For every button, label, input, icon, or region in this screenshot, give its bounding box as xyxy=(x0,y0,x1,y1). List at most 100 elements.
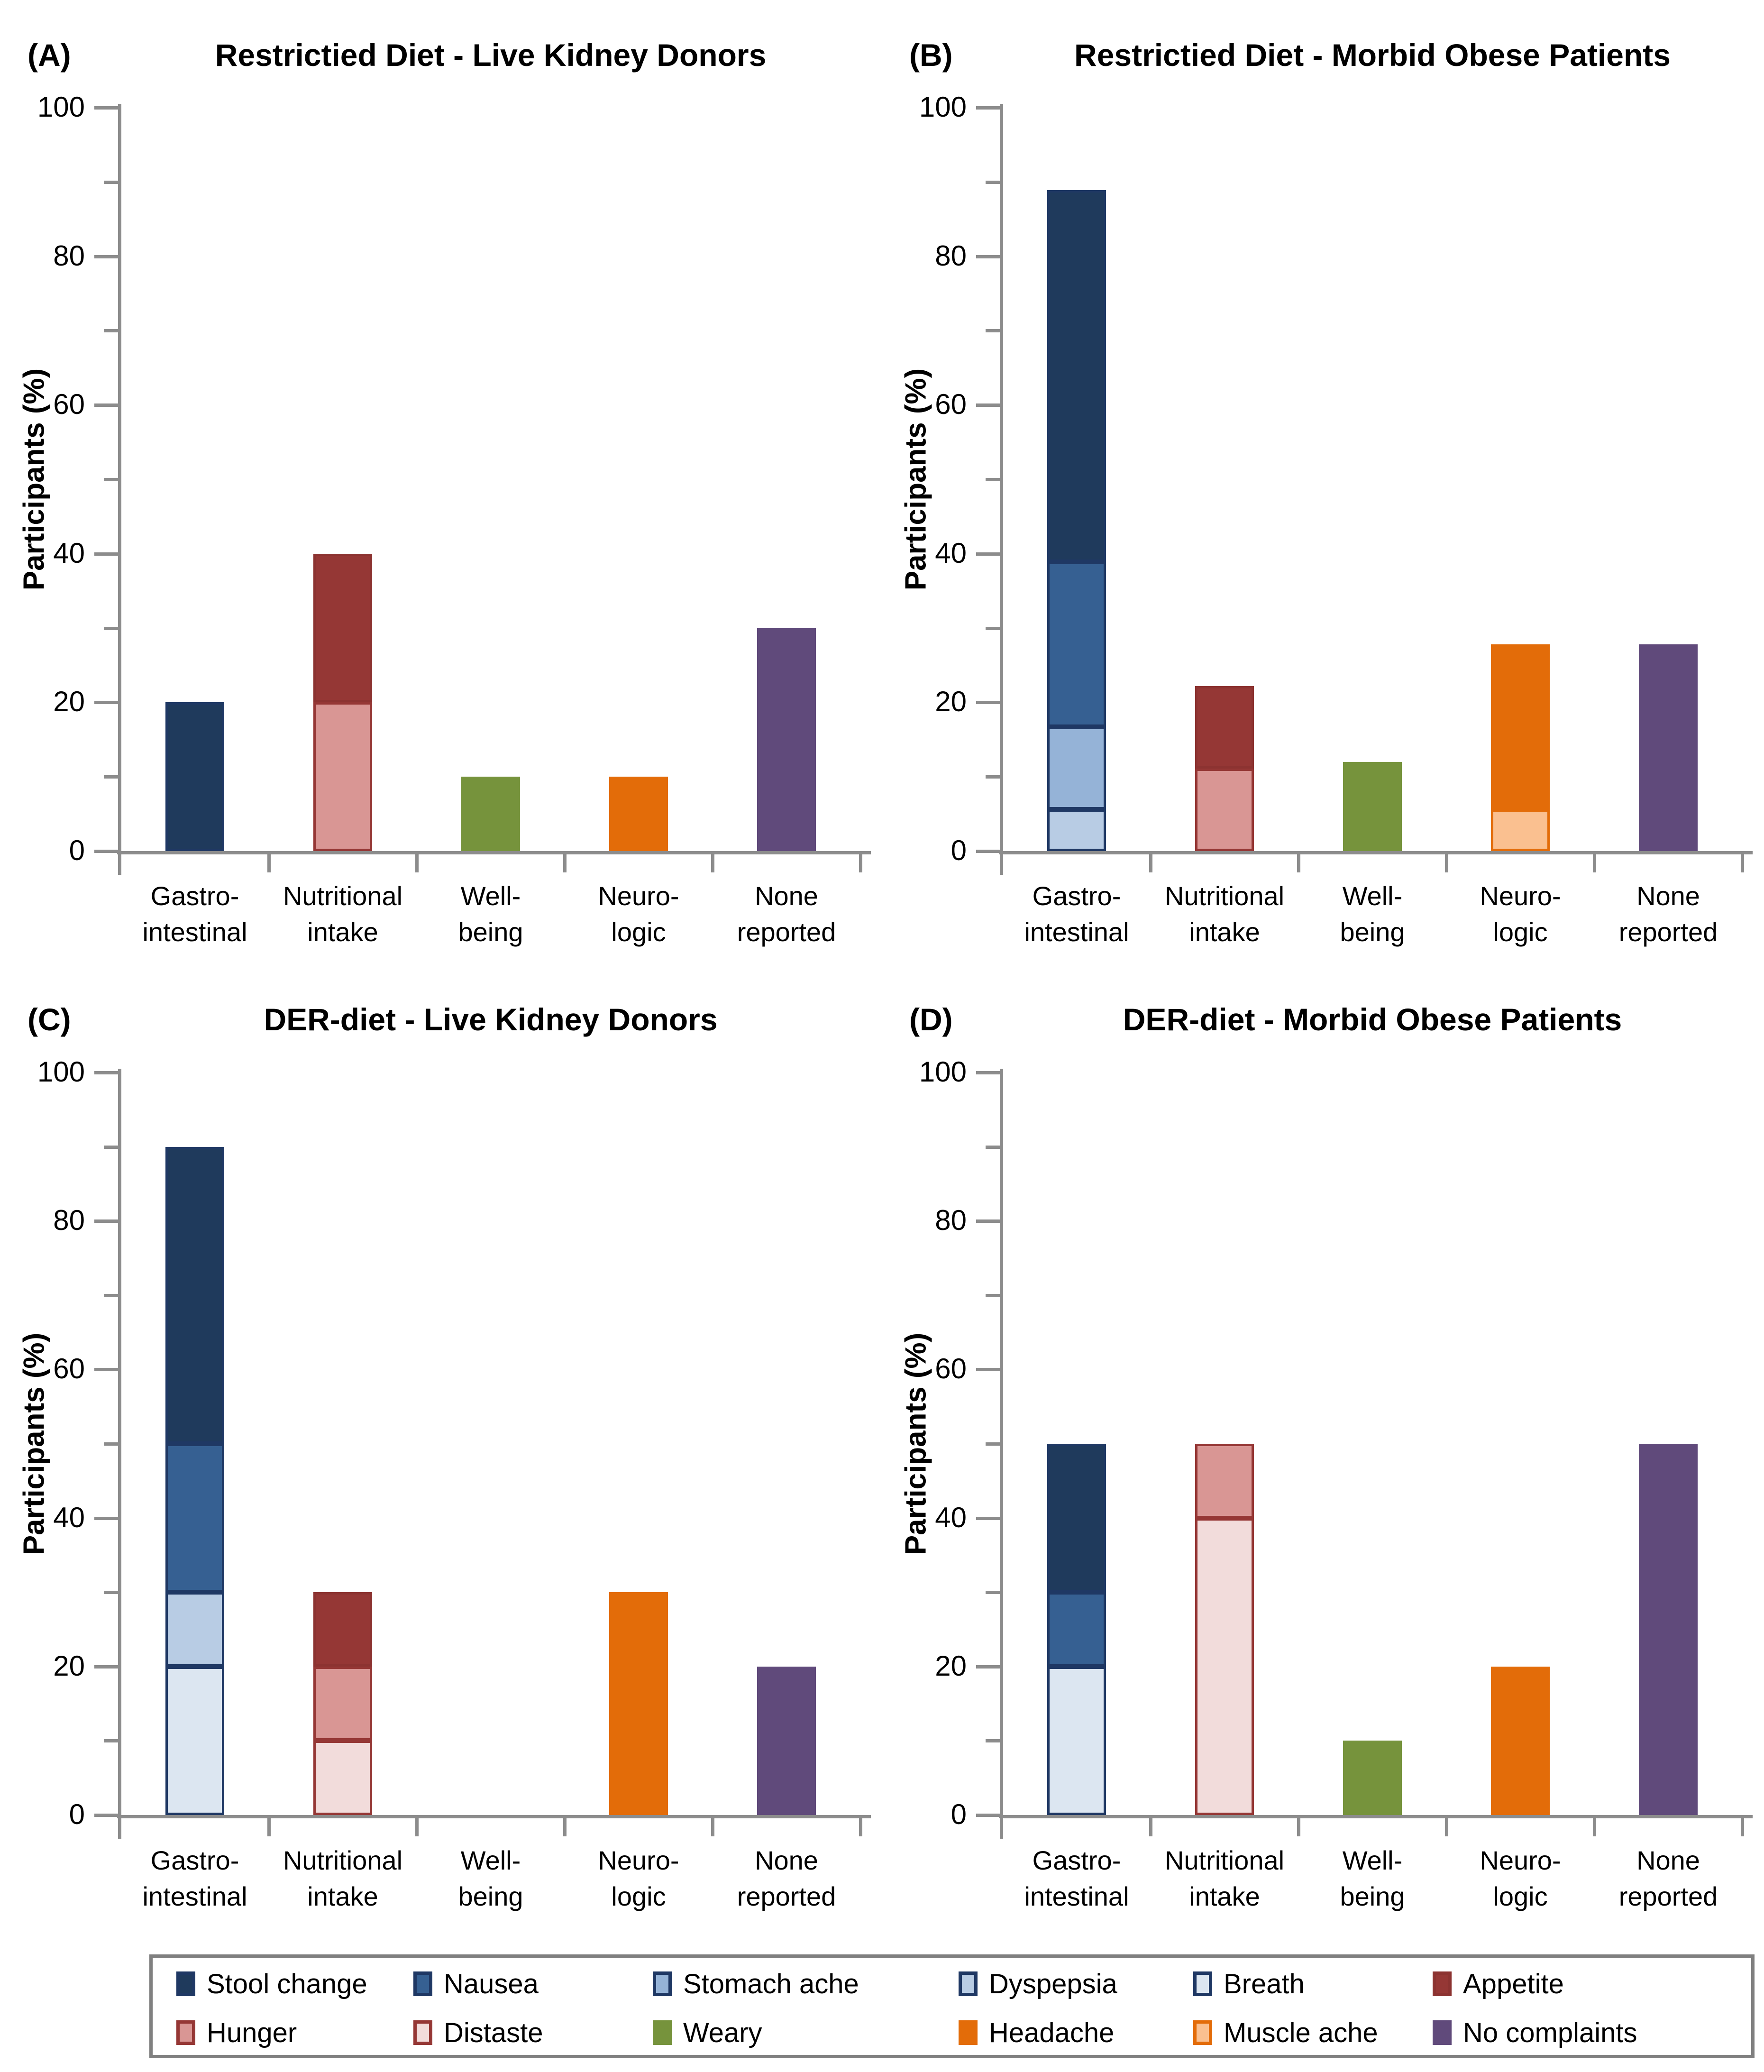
y-major-tick xyxy=(976,403,1000,407)
x-axis-line xyxy=(999,851,1753,854)
y-major-tick xyxy=(976,701,1000,705)
category-label: None reported xyxy=(1618,1845,1718,1911)
y-minor-tick xyxy=(104,626,118,630)
y-minor-tick xyxy=(104,329,118,333)
y-major-tick xyxy=(94,1071,118,1074)
x-category-tick xyxy=(1593,1818,1596,1836)
y-minor-tick xyxy=(104,1442,118,1446)
y-major-tick xyxy=(976,1071,1000,1074)
y-tick-label: 100 xyxy=(919,91,967,123)
bar-segment-distaste xyxy=(313,1741,372,1815)
y-major-tick xyxy=(94,106,118,110)
bar-segment-muscle-ache xyxy=(1491,809,1550,851)
bar-segment-headache xyxy=(609,1592,668,1815)
y-axis-line xyxy=(1000,1069,1003,1839)
x-axis-line xyxy=(999,1815,1753,1818)
legend-item: Headache xyxy=(959,2017,1114,2048)
y-major-tick xyxy=(94,1665,118,1669)
legend-swatch-hunger xyxy=(176,2020,195,2045)
y-tick-label: 20 xyxy=(935,686,967,718)
panel-title: Restrictied Diet - Live Kidney Donors xyxy=(215,37,767,73)
category-label: Neuro- logic xyxy=(1480,881,1561,947)
y-minor-tick xyxy=(104,1739,118,1743)
x-category-tick xyxy=(1741,854,1744,872)
bar-segment-nausea xyxy=(165,1444,224,1593)
y-major-tick xyxy=(976,1665,1000,1669)
y-tick-label: 100 xyxy=(37,1056,85,1088)
y-tick-label: 80 xyxy=(53,239,85,272)
bar-segment-stomach-ache xyxy=(1047,727,1106,810)
legend-swatch-no-complaints xyxy=(1433,2020,1452,2045)
legend-label: Breath xyxy=(1224,1968,1305,1999)
y-major-tick xyxy=(94,255,118,258)
legend-swatch-dyspepsia xyxy=(959,1971,978,1996)
x-category-tick xyxy=(1593,854,1596,872)
y-tick-label: 100 xyxy=(37,91,85,123)
bar-segment-headache xyxy=(1491,644,1550,810)
y-major-tick xyxy=(976,255,1000,258)
bar-segment-dyspepsia xyxy=(1047,809,1106,851)
y-tick-label: 60 xyxy=(935,388,967,421)
y-minor-tick xyxy=(104,180,118,184)
bar-segment-breath xyxy=(1047,1666,1106,1815)
panel-title: DER-diet - Live Kidney Donors xyxy=(264,1002,718,1037)
bar-segment-appetite xyxy=(1195,686,1254,769)
panel-title: Restrictied Diet - Morbid Obese Patients xyxy=(1074,37,1671,73)
bar-segment-no-complaints xyxy=(757,628,816,851)
legend-item: Distaste xyxy=(413,2017,543,2048)
legend-item: Weary xyxy=(653,2017,762,2048)
bar-segment-weary xyxy=(1343,761,1402,851)
legend-item: Appetite xyxy=(1433,1969,1564,1999)
y-minor-tick xyxy=(986,1293,1000,1297)
category-label: None reported xyxy=(737,881,836,947)
y-minor-tick xyxy=(986,1591,1000,1595)
legend-swatch-appetite xyxy=(1433,1971,1452,1996)
legend-label: Hunger xyxy=(207,2017,297,2048)
y-tick-label: 60 xyxy=(53,388,85,421)
y-axis-line xyxy=(118,104,121,875)
bar-segment-stool-change xyxy=(1047,190,1106,562)
legend-item: Stomach ache xyxy=(653,1969,859,1999)
bar-segment-hunger xyxy=(1195,768,1254,851)
y-minor-tick xyxy=(104,1145,118,1149)
x-category-tick xyxy=(267,1818,271,1836)
x-category-tick xyxy=(563,1818,567,1836)
legend-label: Muscle ache xyxy=(1224,2017,1378,2048)
category-label: Well- being xyxy=(458,881,523,947)
y-minor-tick xyxy=(986,478,1000,481)
y-axis-line xyxy=(118,1069,121,1839)
legend: Stool change Nausea Stomach ache Dyspepsia B… xyxy=(149,1954,1755,2058)
category-label: Well- being xyxy=(1340,881,1405,947)
bar-segment-nausea xyxy=(1047,562,1106,727)
panel-letter: (B) xyxy=(909,37,953,73)
y-major-tick xyxy=(976,552,1000,556)
y-minor-tick xyxy=(104,775,118,779)
x-category-tick xyxy=(267,854,271,872)
x-category-tick xyxy=(859,854,862,872)
panel-letter: (A) xyxy=(27,37,71,73)
x-axis-line xyxy=(117,1815,871,1818)
legend-swatch-stomach-ache xyxy=(653,1971,672,1996)
y-minor-tick xyxy=(986,1739,1000,1743)
legend-item: Breath xyxy=(1193,1968,1305,1999)
legend-item: Muscle ache xyxy=(1193,2017,1378,2048)
y-minor-tick xyxy=(986,626,1000,630)
x-category-tick xyxy=(1741,1818,1744,1836)
x-category-tick xyxy=(1149,1818,1152,1836)
y-tick-label: 80 xyxy=(935,1204,967,1237)
y-major-tick xyxy=(94,1516,118,1520)
panel-letter: (C) xyxy=(27,1002,71,1037)
bar-segment-no-complaints xyxy=(1639,644,1698,851)
legend-item: Hunger xyxy=(176,2017,297,2048)
y-major-tick xyxy=(976,106,1000,110)
legend-label: No complaints xyxy=(1463,2017,1637,2048)
legend-label: Stool change xyxy=(207,1968,367,1999)
bar-segment-nausea xyxy=(1047,1592,1106,1667)
legend-swatch-distaste xyxy=(413,2020,432,2045)
category-label: None reported xyxy=(737,1845,836,1911)
bar-segment-no-complaints xyxy=(757,1666,816,1815)
y-tick-label: 20 xyxy=(935,1650,967,1682)
y-minor-tick xyxy=(986,1442,1000,1446)
y-tick-label: 40 xyxy=(53,1501,85,1533)
